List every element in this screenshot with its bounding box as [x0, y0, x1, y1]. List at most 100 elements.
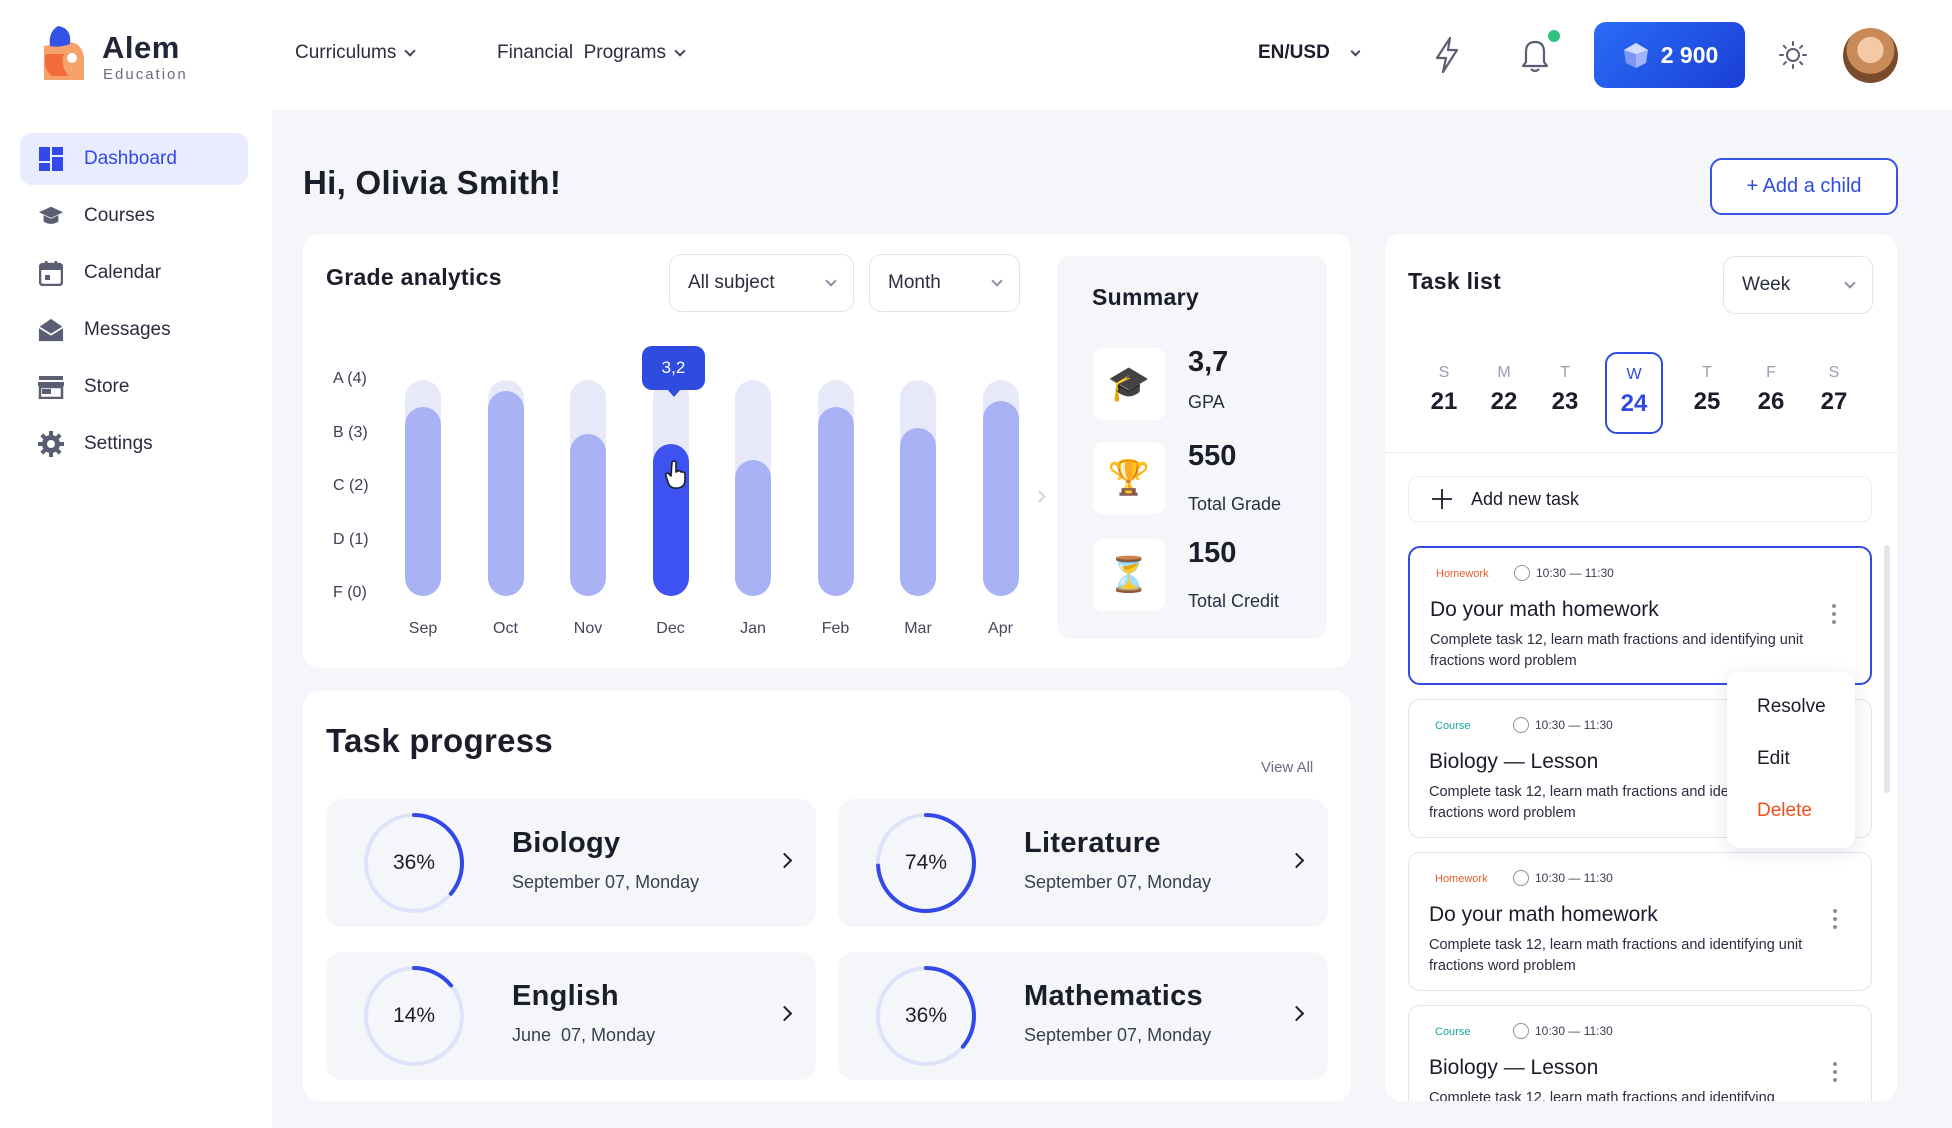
- task-time: 10:30 — 11:30: [1513, 870, 1613, 886]
- clock-icon: [1513, 1023, 1529, 1039]
- progress-item-mathematics[interactable]: 36% Mathematics September 07, Monday: [838, 952, 1328, 1080]
- bar-sep[interactable]: [405, 406, 441, 596]
- subject-select[interactable]: All subject: [669, 254, 854, 312]
- total-credit-label: Total Credit: [1188, 591, 1280, 611]
- bar-nov[interactable]: [570, 433, 606, 596]
- more-options-icon[interactable]: [1832, 604, 1836, 628]
- task-card[interactable]: Course 10:30 — 11:30 Biology — Lesson Co…: [1408, 1005, 1872, 1101]
- edit-menu-item[interactable]: Edit: [1757, 748, 1790, 769]
- progress-item-biology[interactable]: 36% Biology September 07, Monday: [326, 799, 816, 927]
- sidebar-item-messages[interactable]: Messages: [20, 304, 248, 356]
- task-card[interactable]: Homework 10:30 — 11:30 Do your math home…: [1408, 852, 1872, 991]
- day-name: S: [1828, 364, 1840, 381]
- more-options-icon[interactable]: [1833, 909, 1837, 933]
- sidebar-item-store[interactable]: Store: [20, 361, 248, 413]
- task-description: Complete task 12, learn math fractions a…: [1429, 937, 1803, 974]
- task-card[interactable]: Homework 10:30 — 11:30 Do your math home…: [1408, 546, 1872, 685]
- delete-menu-item[interactable]: Delete: [1757, 800, 1812, 821]
- day-tuesday[interactable]: T 23: [1538, 352, 1592, 434]
- notification-bell-icon[interactable]: [1518, 36, 1552, 74]
- hourglass-icon: ⏳: [1093, 539, 1165, 611]
- progress-ring: [364, 966, 464, 1066]
- task-list-scroll[interactable]: Homework 10:30 — 11:30 Do your math home…: [1385, 540, 1897, 1101]
- resolve-menu-item[interactable]: Resolve: [1757, 696, 1826, 717]
- progress-item-literature[interactable]: 74% Literature September 07, Monday: [838, 799, 1328, 927]
- coins-balance-button[interactable]: 2 900: [1594, 22, 1745, 88]
- sidebar-item-dashboard[interactable]: Dashboard: [20, 133, 248, 185]
- progress-date: September 07, Monday: [512, 872, 700, 892]
- progress-ring: [876, 813, 976, 913]
- gpa-value: 3,7: [1188, 346, 1229, 378]
- period-select-value: Month: [888, 272, 941, 293]
- more-options-icon[interactable]: [1833, 1062, 1837, 1086]
- task-time-text: 10:30 — 11:30: [1536, 566, 1614, 580]
- sidebar-item-settings[interactable]: Settings: [20, 418, 248, 470]
- sidebar-item-courses[interactable]: Courses: [20, 190, 248, 242]
- bar-value-tooltip: 3,2: [642, 346, 705, 397]
- lightning-icon[interactable]: [1432, 36, 1462, 74]
- bar-dec[interactable]: [652, 444, 689, 596]
- clock-icon: [1513, 870, 1529, 886]
- bar-apr[interactable]: [982, 401, 1019, 596]
- chevron-right-icon: [1288, 1005, 1305, 1022]
- summary-title: Summary: [1092, 284, 1199, 310]
- task-title: Biology — Lesson: [1429, 1056, 1599, 1079]
- task-time-text: 10:30 — 11:30: [1535, 871, 1613, 885]
- bar-oct[interactable]: [487, 390, 524, 596]
- add-child-button[interactable]: + Add a child: [1710, 158, 1898, 215]
- top-bar: Alem Education Curriculums Financial Pro…: [0, 0, 1952, 110]
- day-sunday[interactable]: S 21: [1417, 352, 1471, 434]
- add-new-task-button[interactable]: Add new task: [1408, 476, 1872, 522]
- x-tick-label: Oct: [493, 620, 518, 637]
- task-list-scrollbar[interactable]: [1884, 545, 1890, 793]
- theme-toggle-sun-icon[interactable]: [1778, 40, 1808, 70]
- bar-jan[interactable]: [735, 460, 771, 596]
- day-monday[interactable]: M 22: [1477, 352, 1531, 434]
- progress-item-english[interactable]: 14% English June 07, Monday: [326, 952, 816, 1080]
- day-name: S: [1438, 364, 1450, 381]
- day-thursday[interactable]: T 25: [1680, 352, 1734, 434]
- task-tag: Course: [1435, 1026, 1471, 1038]
- day-number: 24: [1620, 390, 1648, 417]
- progress-percent: 14%: [392, 1004, 436, 1027]
- gpa-stat: 🎓 3,7 GPA: [1093, 346, 1313, 428]
- x-tick-label: Feb: [821, 620, 850, 637]
- logo[interactable]: Alem Education: [38, 24, 198, 88]
- curriculums-dropdown[interactable]: Curriculums: [295, 42, 417, 64]
- logo-mark-icon: [44, 26, 84, 80]
- total-grade-label: Total Grade: [1188, 494, 1282, 514]
- x-tick-label: Nov: [573, 620, 603, 637]
- language-currency-dropdown[interactable]: EN/USD: [1258, 42, 1361, 64]
- day-number: 25: [1693, 388, 1721, 415]
- day-name: T: [1560, 364, 1570, 381]
- day-wednesday-selected[interactable]: W 24: [1605, 352, 1663, 434]
- task-period-select[interactable]: Week: [1723, 256, 1873, 314]
- x-tick-label: Jan: [740, 620, 766, 637]
- financial-programs-dropdown[interactable]: Financial Programs: [497, 42, 686, 64]
- subject-select-value: All subject: [688, 272, 775, 293]
- user-avatar[interactable]: [1843, 28, 1898, 83]
- day-number: 23: [1551, 388, 1579, 415]
- x-tick-label: Mar: [904, 620, 932, 637]
- period-select[interactable]: Month: [869, 254, 1020, 312]
- progress-percent: 36%: [904, 1004, 948, 1027]
- hand-cursor-icon: [664, 460, 686, 489]
- chevron-down-icon: [825, 275, 837, 287]
- progress-date: June 07, Monday: [512, 1025, 656, 1045]
- y-tick-label: B (3): [333, 423, 368, 441]
- day-saturday[interactable]: S 27: [1807, 352, 1861, 434]
- y-tick-label: D (1): [333, 530, 369, 548]
- bar-feb[interactable]: [817, 406, 854, 596]
- sidebar-item-calendar[interactable]: Calendar: [20, 247, 248, 299]
- notification-dot: [1546, 28, 1562, 44]
- chevron-right-icon: [776, 1005, 793, 1022]
- total-grade-stat: 🏆 550 Total Grade: [1093, 440, 1313, 522]
- view-all-link[interactable]: View All: [1261, 759, 1314, 776]
- chevron-right-icon: [1288, 852, 1305, 869]
- brand-subtitle: Education: [103, 66, 188, 83]
- y-tick-label: A (4): [333, 370, 367, 387]
- bar-mar[interactable]: [900, 428, 936, 596]
- day-friday[interactable]: F 26: [1744, 352, 1798, 434]
- chevron-down-icon: [1350, 46, 1361, 56]
- progress-percent: 74%: [904, 851, 948, 874]
